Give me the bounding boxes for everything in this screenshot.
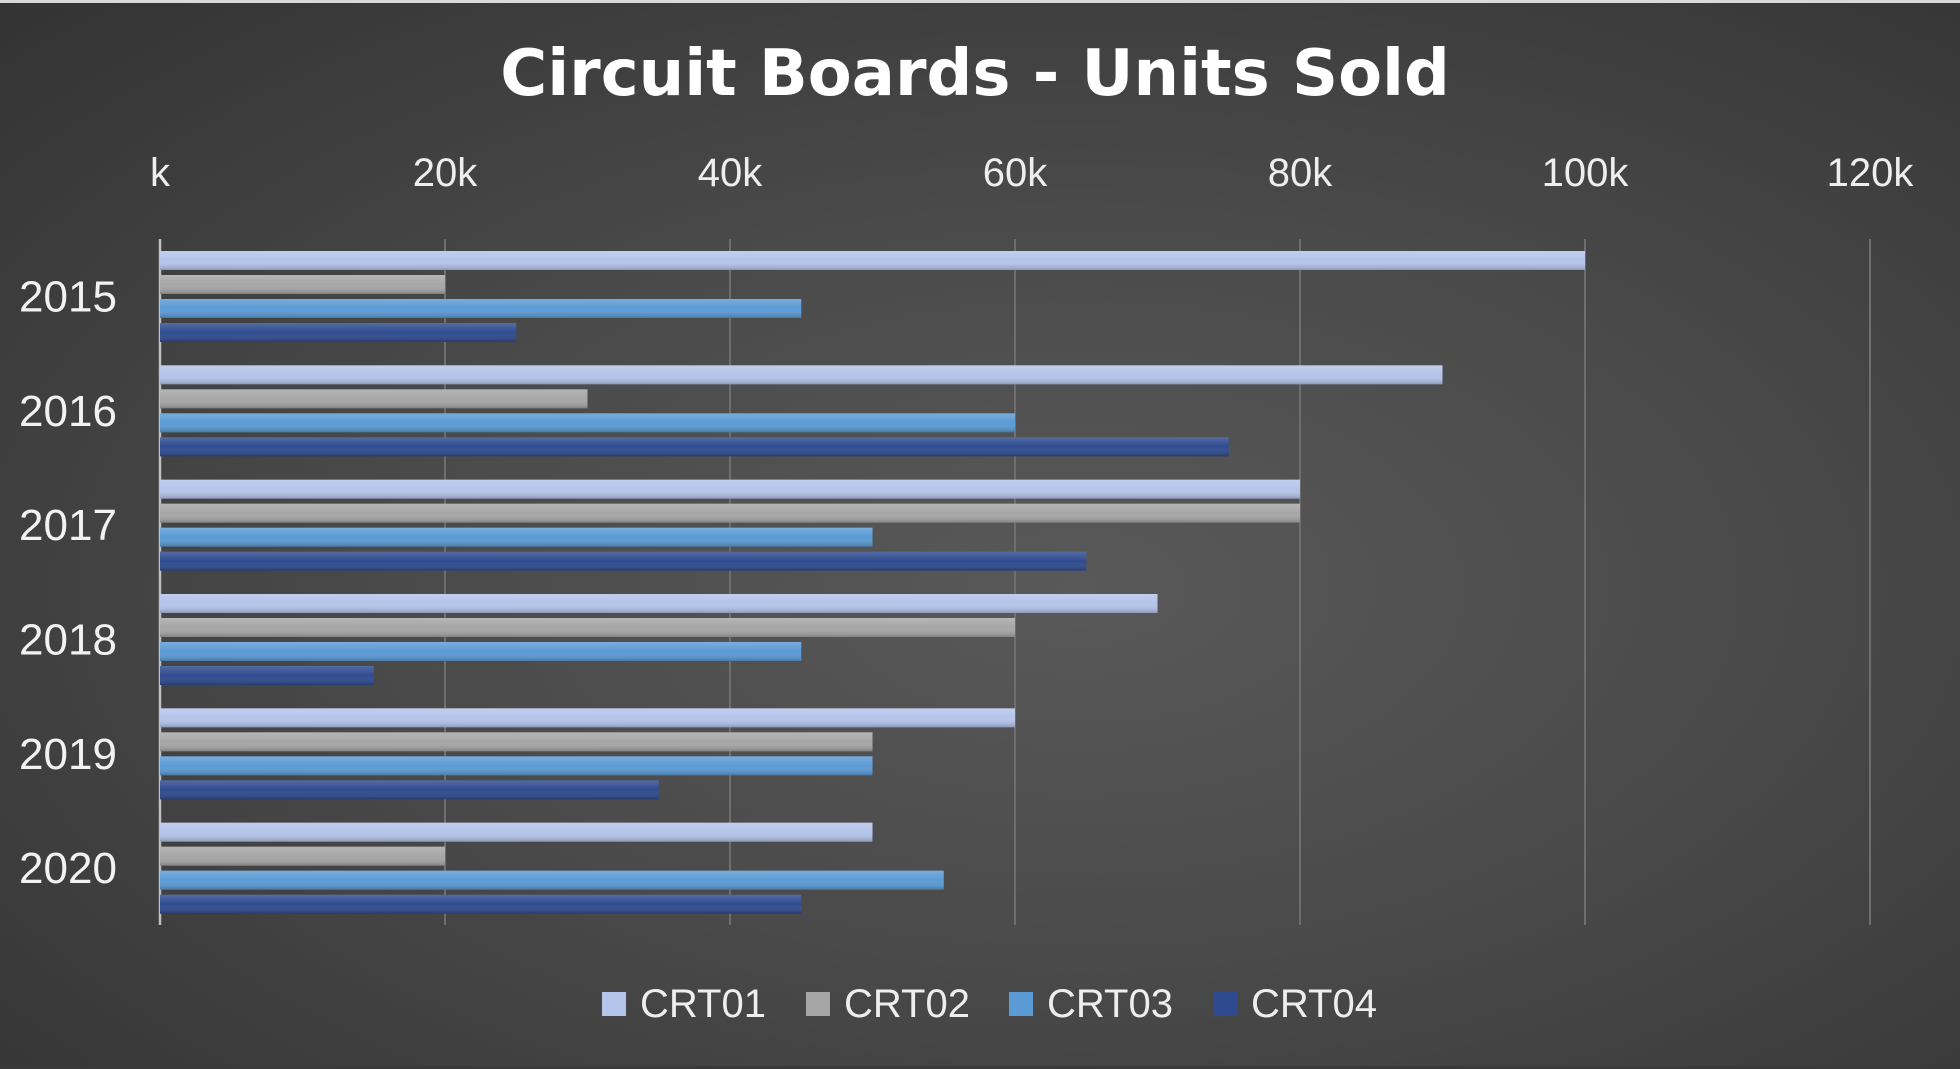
bar-shade bbox=[160, 618, 1015, 637]
bar-shade bbox=[160, 756, 873, 776]
legend-item: CRT04 bbox=[1213, 982, 1377, 1026]
legend-item: CRT03 bbox=[1009, 982, 1173, 1026]
x-axis-ticks: k 20k 40k 60k 80k 100k 120k bbox=[150, 151, 1914, 195]
bar bbox=[160, 822, 873, 842]
bar-chart: Circuit Boards - Units Sold k 20k 40k 60k 80… bbox=[19, 37, 1914, 1026]
bar-shade bbox=[160, 822, 873, 842]
bar bbox=[160, 708, 1015, 728]
bar bbox=[160, 642, 802, 661]
x-tick-label: 40k bbox=[698, 151, 763, 195]
x-tick-label: k bbox=[150, 151, 171, 195]
x-tick-label: 60k bbox=[983, 151, 1048, 195]
gridlines bbox=[158, 239, 1871, 925]
bar bbox=[160, 413, 1015, 433]
bar-shade bbox=[160, 846, 445, 866]
x-tick-label: 20k bbox=[413, 151, 478, 195]
bar bbox=[160, 780, 659, 800]
bar-shade bbox=[160, 299, 802, 318]
legend-swatch bbox=[1213, 992, 1237, 1016]
bar bbox=[160, 756, 873, 776]
bar bbox=[160, 594, 1158, 613]
bar-shade bbox=[160, 251, 1585, 270]
bar bbox=[160, 323, 517, 342]
legend-item: CRT02 bbox=[806, 982, 970, 1026]
bar-shade bbox=[160, 666, 374, 685]
bar-shade bbox=[160, 894, 802, 914]
chart-title: Circuit Boards - Units Sold bbox=[500, 37, 1450, 111]
category-label: 2020 bbox=[19, 844, 117, 893]
category-label: 2015 bbox=[19, 273, 117, 322]
bar bbox=[160, 846, 445, 866]
bar bbox=[160, 299, 802, 318]
bar bbox=[160, 870, 944, 890]
bar-shade bbox=[160, 389, 588, 409]
bar-shade bbox=[160, 642, 802, 661]
bar bbox=[160, 365, 1443, 385]
bar-shade bbox=[160, 708, 1015, 728]
legend-label: CRT02 bbox=[844, 982, 970, 1026]
bar bbox=[160, 551, 1087, 571]
bar-shade bbox=[160, 437, 1229, 457]
bar-shade bbox=[160, 365, 1443, 385]
legend-label: CRT04 bbox=[1251, 982, 1377, 1026]
category-label: 2016 bbox=[19, 387, 117, 436]
bar bbox=[160, 527, 873, 547]
bar-shade bbox=[160, 732, 873, 752]
bar bbox=[160, 666, 374, 685]
legend-swatch bbox=[602, 992, 626, 1016]
category-label: 2017 bbox=[19, 501, 117, 550]
legend: CRT01 CRT02 CRT03 CRT04 bbox=[602, 982, 1377, 1026]
bar bbox=[160, 732, 873, 752]
bar bbox=[160, 894, 802, 914]
bar-shade bbox=[160, 503, 1300, 523]
bar bbox=[160, 618, 1015, 637]
x-tick-label: 120k bbox=[1827, 151, 1915, 195]
bar-shade bbox=[160, 551, 1087, 571]
bar bbox=[160, 479, 1300, 499]
bar-shade bbox=[160, 870, 944, 890]
bar-shade bbox=[160, 594, 1158, 613]
legend-item: CRT01 bbox=[602, 982, 766, 1026]
bar-shade bbox=[160, 527, 873, 547]
legend-swatch bbox=[806, 992, 830, 1016]
x-tick-label: 100k bbox=[1542, 151, 1630, 195]
legend-swatch bbox=[1009, 992, 1033, 1016]
bar-shade bbox=[160, 275, 445, 294]
x-tick-label: 80k bbox=[1268, 151, 1333, 195]
bar-shade bbox=[160, 413, 1015, 433]
category-label: 2019 bbox=[19, 730, 117, 779]
legend-label: CRT03 bbox=[1047, 982, 1173, 1026]
y-axis-categories: 2015 2016 2017 2018 2019 2020 bbox=[19, 273, 117, 894]
bar-shade bbox=[160, 780, 659, 800]
category-label: 2018 bbox=[19, 616, 117, 665]
bars bbox=[160, 251, 1585, 914]
bar bbox=[160, 389, 588, 409]
bar bbox=[160, 251, 1585, 270]
legend-label: CRT01 bbox=[640, 982, 766, 1026]
bar bbox=[160, 437, 1229, 457]
bar-shade bbox=[160, 323, 517, 342]
bar bbox=[160, 275, 445, 294]
bar bbox=[160, 503, 1300, 523]
bar-shade bbox=[160, 479, 1300, 499]
